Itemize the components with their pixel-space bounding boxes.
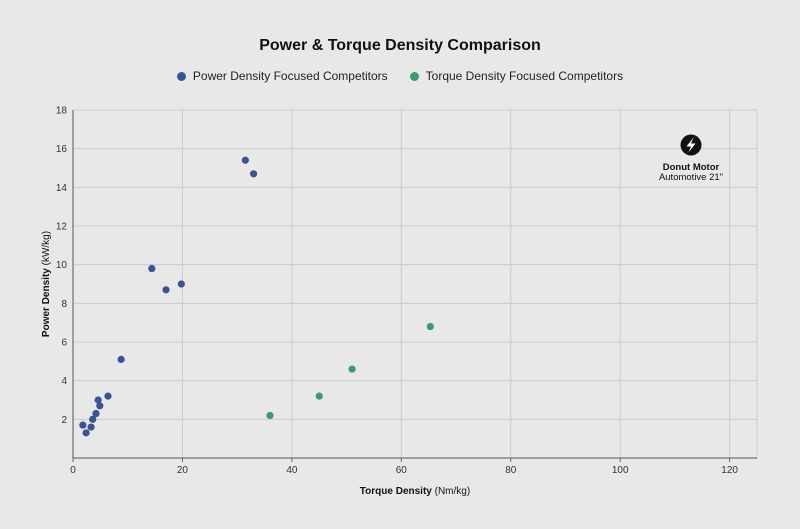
x-tick-label: 80 — [505, 465, 517, 476]
power-density-point — [148, 264, 156, 273]
legend-swatch-power — [176, 71, 186, 81]
power-density-point — [87, 423, 95, 431]
x-tick-label: 20 — [177, 465, 189, 476]
power-density-point — [79, 421, 87, 429]
power-density-point — [241, 156, 249, 164]
y-tick-label: 4 — [61, 376, 67, 387]
legend-label-torque: Torque Density Focused Competitors — [425, 69, 624, 83]
annotation-line1: Donut Motor — [663, 162, 720, 173]
x-axis-title: Torque Density (Nm/kg) — [360, 486, 470, 497]
x-tick-label: 120 — [721, 465, 738, 476]
y-tick-label: 16 — [56, 144, 68, 155]
y-axis-title: Power Density (kW/kg) — [41, 231, 52, 337]
axes — [72, 110, 757, 462]
data-points — [79, 156, 434, 437]
y-tick-label: 6 — [61, 338, 67, 349]
x-tick-label: 60 — [396, 465, 408, 476]
power-density-point — [92, 409, 100, 418]
x-axis-label: Torque Density — [360, 486, 432, 497]
power-density-point — [94, 396, 102, 404]
annotation-line2: Automotive 21" — [659, 172, 723, 183]
legend-item-torque: Torque Density Focused Competitors — [409, 69, 624, 83]
x-axis-unit: (Nm/kg) — [435, 486, 471, 497]
x-tick-label: 100 — [612, 465, 629, 476]
legend: Power Density Focused Competitors Torque… — [0, 69, 800, 83]
x-tick-label: 40 — [286, 465, 298, 476]
legend-item-power: Power Density Focused Competitors — [176, 69, 388, 83]
power-density-point — [117, 355, 125, 363]
x-tick-label: 0 — [70, 465, 76, 476]
y-tick-label: 8 — [61, 299, 67, 310]
torque-density-point — [426, 322, 434, 331]
y-tick-label: 2 — [61, 415, 67, 426]
chart-title: Power & Torque Density Comparison — [259, 37, 541, 54]
tick-labels: 0 20 40 60 80 100 120 2 4 6 8 10 12 14 16 18 — [56, 106, 739, 477]
y-tick-label: 12 — [56, 222, 68, 233]
grid — [73, 109, 758, 458]
legend-swatch-torque — [409, 71, 419, 81]
torque-density-point — [315, 392, 323, 400]
y-tick-label: 18 — [56, 106, 68, 117]
power-density-point — [104, 392, 112, 400]
legend-label-power: Power Density Focused Competitors — [192, 69, 388, 83]
donut-motor-annotation: Donut Motor Automotive 21" — [659, 134, 723, 183]
power-density-point — [96, 402, 104, 410]
power-density-point — [177, 280, 185, 288]
power-density-point — [89, 415, 97, 423]
torque-density-point — [266, 411, 274, 420]
y-axis-unit: (kW/kg) — [41, 231, 52, 265]
torque-density-point — [348, 365, 356, 373]
lightning-bolt-glyph — [686, 137, 696, 153]
y-axis-label: Power Density — [41, 268, 52, 337]
y-tick-label: 10 — [56, 260, 68, 271]
y-tick-label: 14 — [56, 183, 68, 194]
power-density-point — [249, 170, 258, 178]
power-density-point — [162, 286, 170, 294]
power-density-point — [82, 429, 90, 437]
